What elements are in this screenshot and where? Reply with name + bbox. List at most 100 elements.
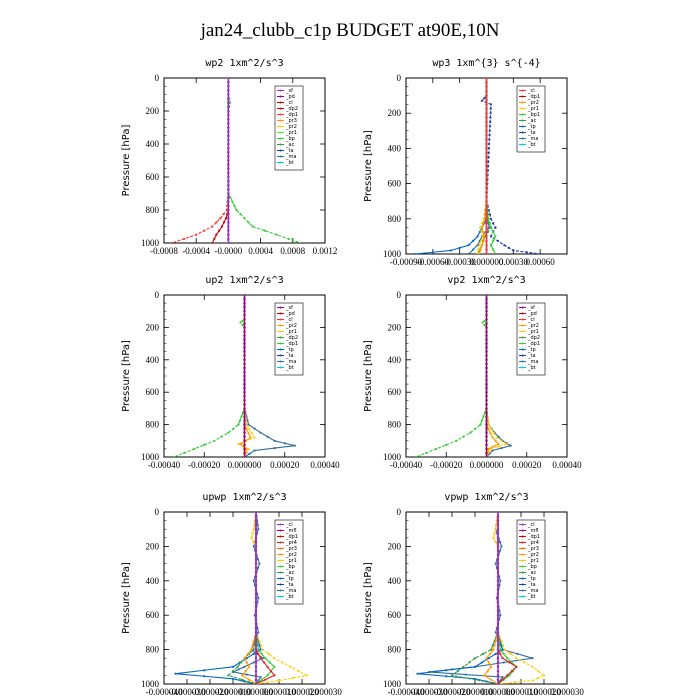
series-point xyxy=(227,142,230,146)
series-point xyxy=(449,249,452,252)
series-point xyxy=(253,644,256,647)
series-point xyxy=(254,670,258,673)
series-point xyxy=(479,248,482,251)
series-point xyxy=(244,419,248,422)
series-point xyxy=(496,596,500,600)
legend-label: _sf xyxy=(285,88,293,94)
series-point xyxy=(523,661,526,664)
series-point xyxy=(477,248,480,251)
legend-label: _dp2 xyxy=(285,335,298,341)
series-point xyxy=(496,609,500,613)
series-point xyxy=(264,678,267,681)
series-point xyxy=(247,447,250,450)
series-point xyxy=(489,103,493,106)
legend-marker xyxy=(521,366,524,369)
series-point xyxy=(257,679,260,682)
y-axis-label: Pressure [hPa] xyxy=(363,130,374,202)
series-point xyxy=(485,455,488,457)
series-point xyxy=(227,138,230,141)
series-point xyxy=(445,669,448,672)
series-point xyxy=(254,682,258,684)
series-point xyxy=(227,225,230,228)
series-point xyxy=(256,566,260,570)
series-point xyxy=(498,644,501,647)
series-point xyxy=(485,156,488,159)
series-point xyxy=(485,310,488,313)
series-point xyxy=(254,601,258,604)
legend-marker xyxy=(279,366,282,369)
series-point xyxy=(213,439,216,442)
series-point xyxy=(250,432,253,435)
series-point xyxy=(481,321,484,324)
legend-label: _bt xyxy=(527,142,536,148)
legend-marker xyxy=(521,559,524,562)
y-tick-label: 0 xyxy=(155,73,160,83)
series-point xyxy=(485,235,488,238)
legend-label: _pr1 xyxy=(527,329,539,335)
series-point xyxy=(245,661,248,664)
series-point xyxy=(537,676,540,680)
series-point xyxy=(493,532,496,535)
series-point xyxy=(236,665,239,668)
series-point xyxy=(489,432,492,435)
series-point xyxy=(227,101,230,104)
legend-marker xyxy=(279,312,282,315)
series-point xyxy=(227,147,230,150)
series-point xyxy=(479,226,482,229)
y-tick-label: 600 xyxy=(146,172,160,182)
x-tick-label: 0.00040 xyxy=(310,460,340,470)
legend-label: _pr2 xyxy=(285,323,297,329)
series-point xyxy=(243,378,246,382)
series-point xyxy=(224,217,228,220)
series-point xyxy=(539,252,542,254)
legend-marker xyxy=(279,559,282,562)
series-point xyxy=(227,674,230,677)
series-point xyxy=(243,443,246,446)
legend-label: _tp xyxy=(285,347,294,353)
series-point xyxy=(478,244,481,247)
series-point xyxy=(259,657,262,660)
series-point xyxy=(458,246,461,249)
series-point xyxy=(485,164,488,168)
series-point xyxy=(281,661,284,664)
series-point xyxy=(489,107,492,110)
series-point xyxy=(506,674,509,677)
series-point xyxy=(241,678,244,681)
series-point xyxy=(488,142,491,146)
series-point xyxy=(496,541,500,544)
series-point xyxy=(243,330,246,333)
series-point xyxy=(494,226,497,229)
y-tick-label: 600 xyxy=(388,610,402,620)
legend-label: _ma xyxy=(527,136,538,142)
series-point xyxy=(227,126,230,129)
series-point xyxy=(485,314,488,317)
series-point xyxy=(219,217,222,220)
legend-marker xyxy=(279,360,282,363)
series-point xyxy=(467,252,470,254)
series-point xyxy=(508,661,511,664)
legend-marker xyxy=(521,541,524,544)
legend-label: _bp xyxy=(527,564,537,570)
y-tick-label: 400 xyxy=(388,576,402,586)
legend-marker xyxy=(279,95,282,98)
series-point xyxy=(225,208,228,212)
legend-marker xyxy=(279,161,282,164)
series-line xyxy=(173,295,246,457)
series-point xyxy=(243,419,246,422)
legend-marker xyxy=(279,155,282,158)
series-point xyxy=(247,423,250,426)
series-point xyxy=(227,81,230,84)
legend-label: _tp xyxy=(527,347,536,353)
series-point xyxy=(243,297,246,301)
legend-label: _tp xyxy=(527,124,536,130)
series-point xyxy=(496,553,500,557)
series-point xyxy=(494,631,497,634)
y-tick-label: 200 xyxy=(146,106,160,116)
panel-title: wp3 1xm^{3} s^{-4} xyxy=(432,58,540,69)
legend-marker xyxy=(279,113,282,116)
series-point xyxy=(254,519,258,522)
series-point xyxy=(496,536,500,539)
y-tick-label: 1000 xyxy=(383,249,402,259)
series-point xyxy=(273,657,276,660)
series-point xyxy=(250,536,253,539)
